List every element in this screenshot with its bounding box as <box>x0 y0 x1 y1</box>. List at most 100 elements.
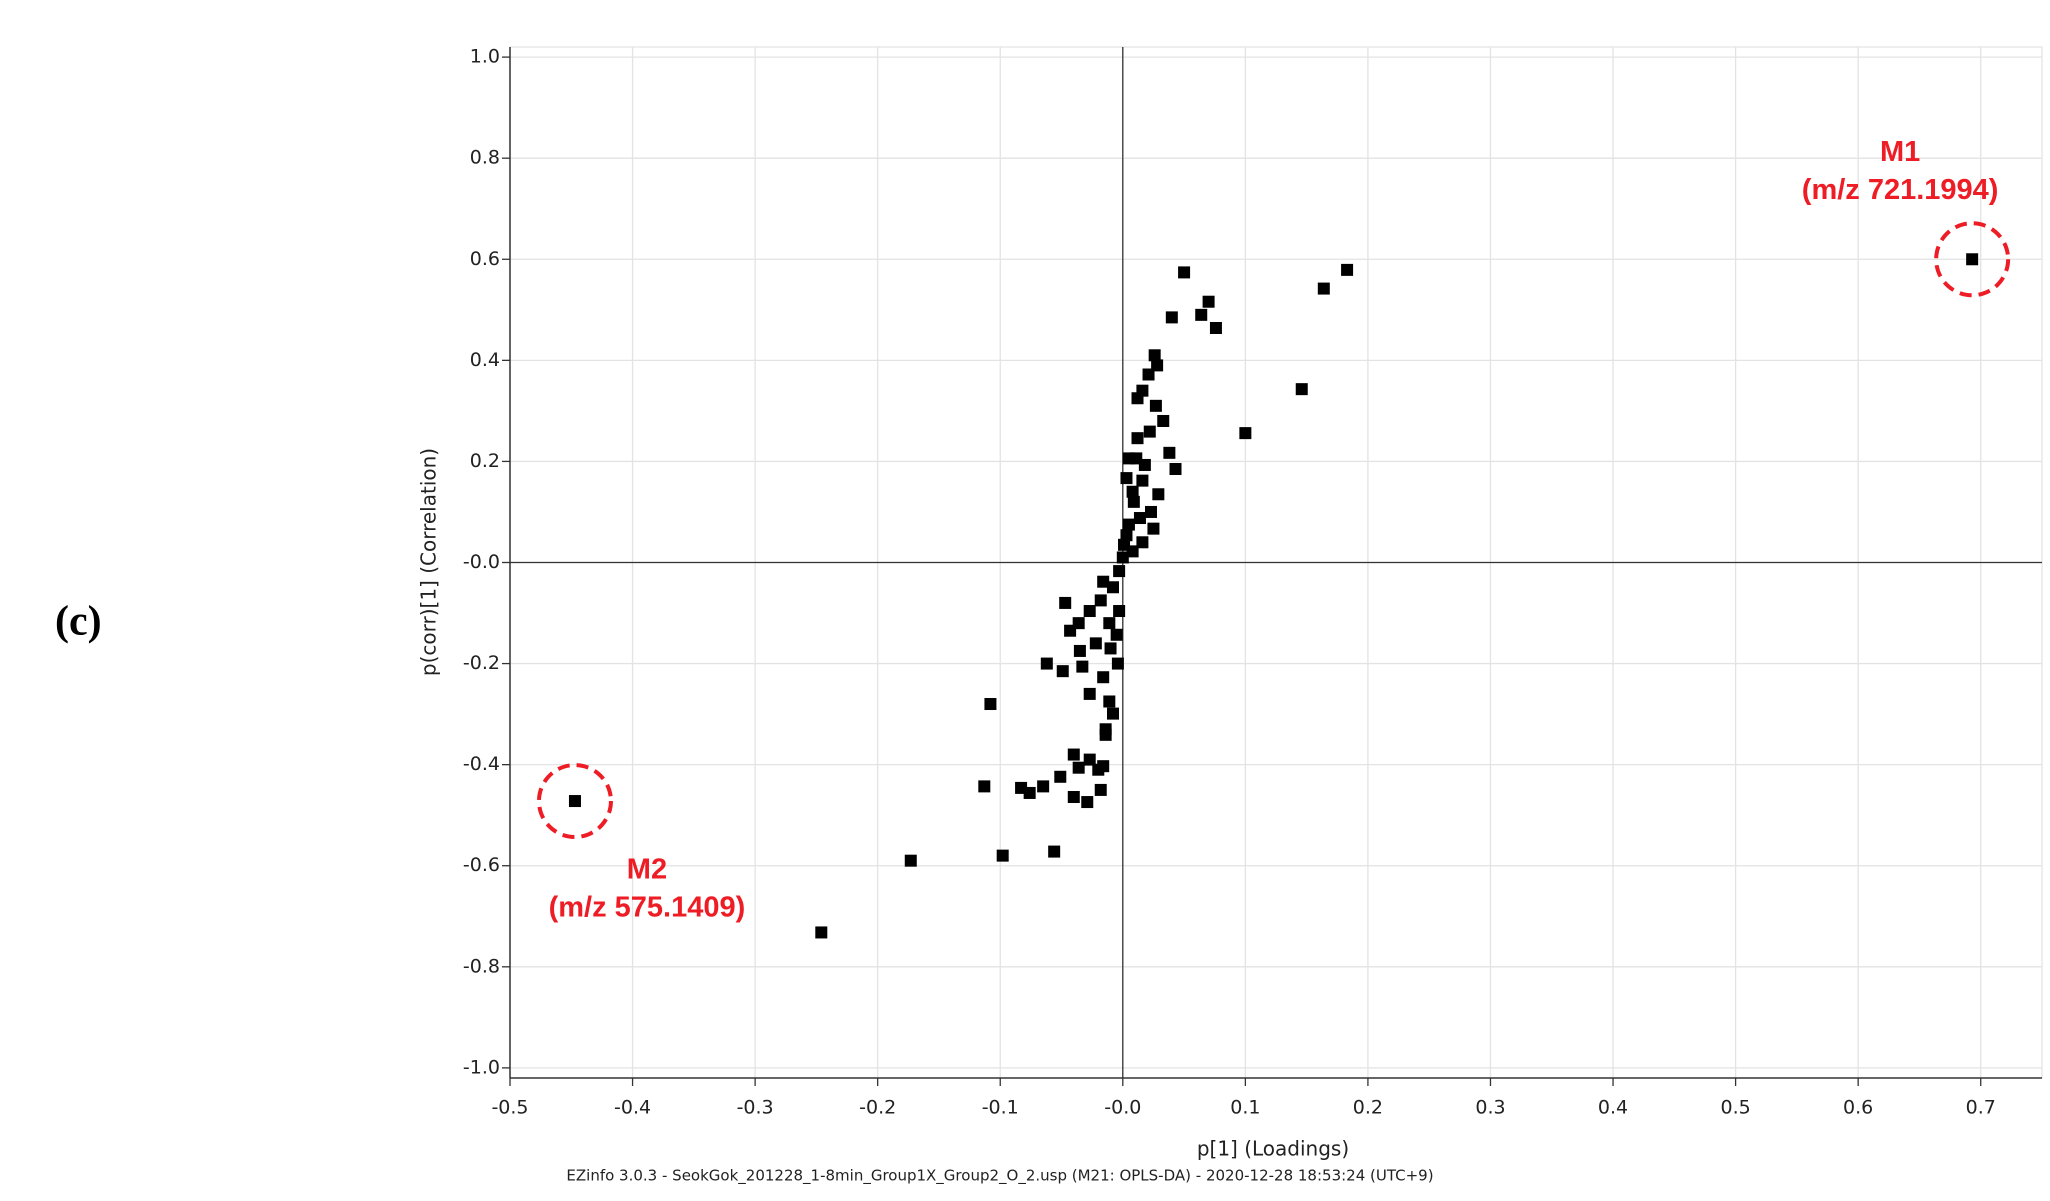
point <box>1239 427 1252 440</box>
x-tick-label: -0.5 <box>491 1097 528 1119</box>
point <box>1136 536 1149 549</box>
point <box>1116 551 1129 564</box>
point <box>1295 383 1308 396</box>
point <box>1195 308 1208 321</box>
point <box>984 698 997 711</box>
point <box>1056 665 1069 678</box>
x-tick-label: -0.2 <box>859 1097 896 1119</box>
footer: EZinfo 3.0.3 - SeokGok_201228_1-8min_Gro… <box>566 1167 1433 1186</box>
x-tick-label: -0.0 <box>1104 1097 1141 1119</box>
point <box>1110 628 1123 641</box>
point <box>568 795 581 808</box>
annotation-label: M2 <box>627 854 667 886</box>
x-tick-label: -0.4 <box>614 1097 651 1119</box>
x-tick-label: 0.4 <box>1598 1097 1628 1119</box>
point <box>1099 723 1112 736</box>
point <box>1120 472 1133 485</box>
point <box>1341 263 1354 276</box>
annotation-text: (m/z 575.1409) <box>549 892 746 924</box>
point <box>1081 796 1094 809</box>
point <box>1097 671 1110 684</box>
y-tick-label: 0.6 <box>470 248 500 270</box>
point <box>1178 266 1191 279</box>
y-tick-label: -1.0 <box>463 1056 500 1078</box>
point <box>1083 687 1096 700</box>
point <box>1106 707 1119 720</box>
point <box>1113 605 1126 618</box>
x-axis-label: p[1] (Loadings) <box>1197 1137 1349 1161</box>
point <box>1054 770 1067 783</box>
point <box>1152 488 1165 501</box>
point <box>978 780 991 793</box>
point <box>1144 505 1157 518</box>
point <box>1072 761 1085 774</box>
x-tick-label: -0.3 <box>737 1097 774 1119</box>
x-tick-label: 0.7 <box>1966 1097 1996 1119</box>
point <box>1083 753 1096 766</box>
point <box>1040 657 1053 670</box>
x-tick-label: 0.5 <box>1720 1097 1750 1119</box>
x-tick-label: 0.6 <box>1843 1097 1873 1119</box>
point <box>1133 512 1146 525</box>
y-tick-label: -0.0 <box>463 551 500 573</box>
panel-label: (c) <box>55 599 102 645</box>
point <box>1083 605 1096 618</box>
point <box>1209 321 1222 334</box>
point <box>1092 763 1105 776</box>
point <box>1136 474 1149 487</box>
point <box>1165 311 1178 324</box>
point <box>1147 522 1160 535</box>
y-tick-label: -0.4 <box>463 753 500 775</box>
point <box>1151 359 1164 372</box>
point <box>1076 660 1089 673</box>
point <box>1126 545 1139 558</box>
point <box>1202 295 1215 308</box>
point <box>1103 617 1116 630</box>
point <box>1073 644 1086 657</box>
annotation-label: M1 <box>1880 136 1920 168</box>
point <box>1106 581 1119 594</box>
point <box>1113 565 1126 578</box>
y-tick-label: -0.6 <box>463 854 500 876</box>
x-tick-label: 0.2 <box>1353 1097 1383 1119</box>
y-tick-label: -0.2 <box>463 652 500 674</box>
x-tick-label: 0.3 <box>1475 1097 1505 1119</box>
point <box>1104 642 1117 655</box>
point <box>1122 518 1135 531</box>
point <box>1148 349 1161 362</box>
point <box>1143 425 1156 438</box>
point <box>1131 392 1144 405</box>
point <box>1157 414 1170 427</box>
point <box>1067 791 1080 804</box>
point <box>1089 637 1102 650</box>
point <box>1103 695 1116 708</box>
x-tick-label: -0.1 <box>982 1097 1019 1119</box>
point <box>815 926 828 939</box>
point <box>1163 446 1176 459</box>
point <box>1067 748 1080 761</box>
point <box>1142 368 1155 381</box>
point <box>1111 657 1124 670</box>
y-axis-label: p(corr)[1] (Correlation) <box>417 448 441 676</box>
x-tick-label: 0.1 <box>1230 1097 1260 1119</box>
annotation-text: (m/z 721.1994) <box>1802 174 1999 206</box>
point <box>1120 529 1133 542</box>
point <box>1064 624 1077 637</box>
highlight-circle <box>536 763 613 840</box>
point <box>1126 485 1139 498</box>
highlight-circle <box>1934 221 2011 298</box>
y-tick-label: 0.8 <box>470 147 500 169</box>
point <box>1138 458 1151 471</box>
point <box>1149 399 1162 412</box>
point <box>1127 495 1140 508</box>
point <box>1169 463 1182 476</box>
point <box>1966 253 1979 266</box>
point <box>1097 575 1110 588</box>
point <box>904 854 917 867</box>
point <box>1059 596 1072 609</box>
point <box>1037 780 1050 793</box>
point <box>1094 594 1107 607</box>
y-tick-label: 0.4 <box>470 349 500 371</box>
point <box>1317 282 1330 295</box>
